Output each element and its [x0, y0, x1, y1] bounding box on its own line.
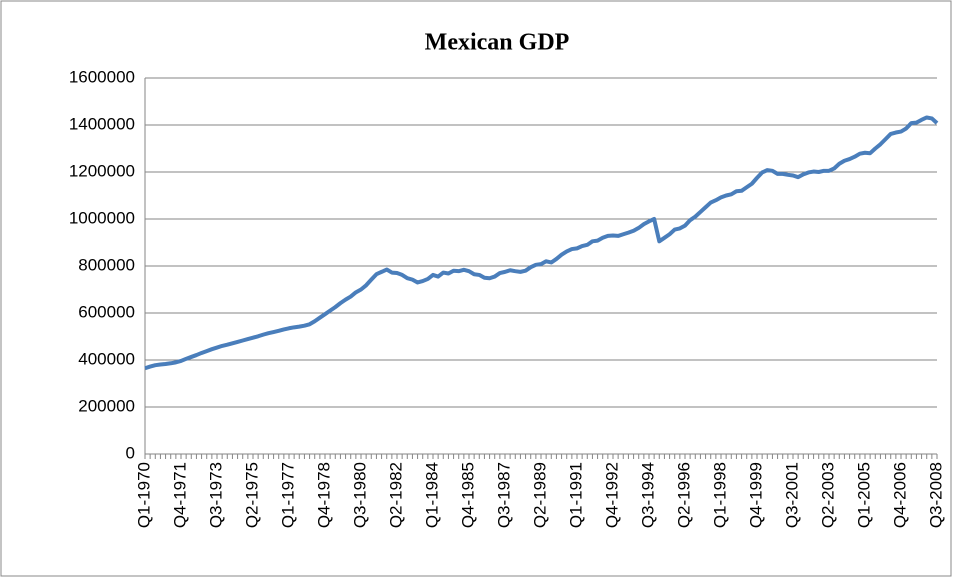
- x-tick-label: Q2-1996: [674, 462, 693, 528]
- y-tick-label: 0: [126, 443, 135, 462]
- x-tick-label: Q3-1994: [638, 462, 657, 528]
- x-tick-label: Q1-1991: [566, 462, 585, 528]
- x-tick-label: Q1-1998: [710, 462, 729, 528]
- y-tick-label: 1200000: [69, 161, 135, 180]
- x-tick-label: Q1-1977: [278, 462, 297, 528]
- x-tick-label: Q4-1992: [602, 462, 621, 528]
- x-tick-label: Q4-1999: [746, 462, 765, 528]
- line: [144, 115, 939, 371]
- y-tick-label: 1000000: [69, 208, 135, 227]
- x-tick-label: Q3-1973: [206, 462, 225, 528]
- x-tick-label: Q4-1985: [458, 462, 477, 528]
- x-tick-label: Q3-2001: [782, 462, 801, 528]
- x-tick-label: Q4-1971: [170, 462, 189, 528]
- y-tick-label: 600000: [78, 302, 135, 321]
- x-tick-label: Q2-2003: [818, 462, 837, 528]
- y-tick-label: 1600000: [69, 67, 135, 86]
- y-tick-label: 1400000: [69, 114, 135, 133]
- x-tick-label: Q1-2005: [854, 462, 873, 528]
- x-tick-label: Q1-1984: [422, 462, 441, 528]
- x-tick-label: Q4-2006: [890, 462, 909, 528]
- x-tick-label: Q3-1987: [494, 462, 513, 528]
- x-tick-label: Q2-1975: [242, 462, 261, 528]
- x-tick-label: Q3-2008: [926, 462, 945, 528]
- x-tick-label: Q2-1982: [386, 462, 405, 528]
- y-tick-label: 400000: [78, 349, 135, 368]
- x-tick-label: Q2-1989: [530, 462, 549, 528]
- x-tick-label: Q1-1970: [134, 462, 153, 528]
- chart-title: Mexican GDP: [425, 30, 570, 56]
- y-tick-label: 200000: [78, 396, 135, 415]
- x-tick-label: Q4-1978: [314, 462, 333, 528]
- y-tick-label: 800000: [78, 255, 135, 274]
- x-tick-label: Q3-1980: [350, 462, 369, 528]
